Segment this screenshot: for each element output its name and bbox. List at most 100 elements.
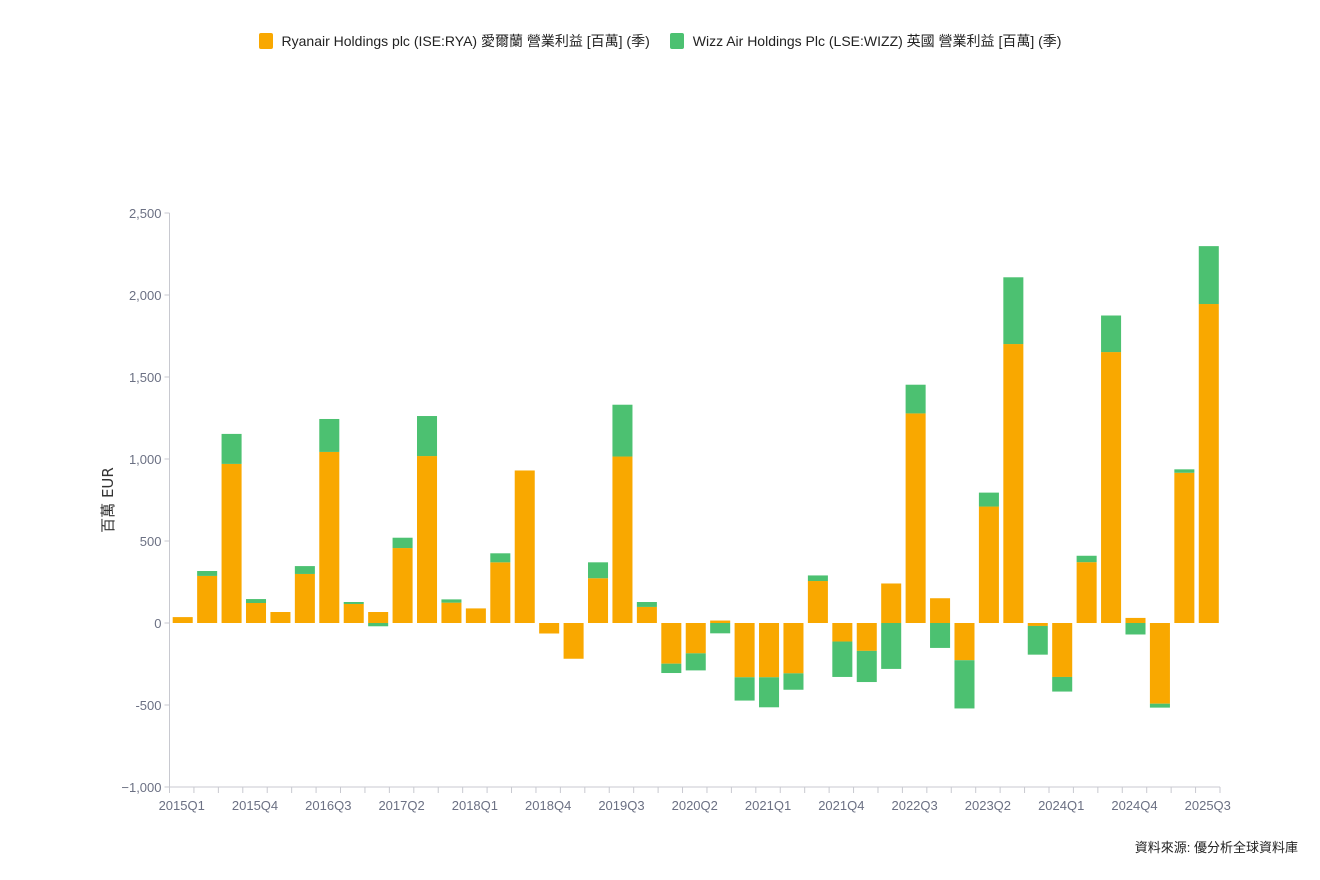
bar-ryanair-2022Q4[interactable] — [930, 598, 951, 623]
bar-wizz-2025Q1[interactable] — [1149, 703, 1170, 708]
bar-wizz-2025Q3[interactable] — [1198, 246, 1219, 305]
bar-ryanair-2017Q4[interactable] — [441, 602, 462, 623]
bar-wizz-2025Q2[interactable] — [1174, 469, 1195, 473]
bar-wizz-2021Q3[interactable] — [807, 575, 828, 582]
bar-ryanair-2018Q4[interactable] — [539, 623, 560, 634]
bars-layer — [172, 246, 1219, 709]
bar-ryanair-2019Q4[interactable] — [636, 606, 657, 623]
x-tick-label: 2019Q3 — [598, 798, 644, 813]
bar-ryanair-2022Q2[interactable] — [881, 583, 902, 623]
bar-ryanair-2023Q3[interactable] — [1003, 344, 1024, 623]
bar-wizz-2015Q2[interactable] — [197, 571, 218, 576]
bar-wizz-2022Q3[interactable] — [905, 384, 926, 414]
bar-ryanair-2024Q4[interactable] — [1125, 617, 1146, 623]
bar-wizz-2024Q2[interactable] — [1076, 555, 1097, 563]
bar-wizz-2016Q2[interactable] — [294, 566, 315, 574]
bar-ryanair-2015Q3[interactable] — [221, 463, 242, 623]
bar-wizz-2017Q3[interactable] — [417, 416, 438, 457]
y-tick-label: 500 — [140, 534, 162, 549]
legend-label-wizz: Wizz Air Holdings Plc (LSE:WIZZ) 英國 營業利益… — [692, 33, 1062, 49]
bar-ryanair-2023Q2[interactable] — [978, 506, 999, 623]
bar-ryanair-2020Q1[interactable] — [661, 623, 682, 664]
bar-wizz-2021Q2[interactable] — [783, 673, 804, 690]
bar-ryanair-2025Q1[interactable] — [1149, 623, 1170, 704]
bar-wizz-2017Q4[interactable] — [441, 599, 462, 603]
bar-wizz-2015Q4[interactable] — [245, 599, 267, 603]
y-tick-label: -500 — [135, 698, 161, 713]
bar-ryanair-2019Q2[interactable] — [588, 578, 609, 623]
bar-wizz-2016Q3[interactable] — [319, 418, 340, 452]
bar-ryanair-2023Q1[interactable] — [954, 623, 975, 661]
bar-ryanair-2019Q3[interactable] — [612, 456, 633, 623]
bar-ryanair-2024Q1[interactable] — [1052, 623, 1073, 677]
bar-wizz-2020Q3[interactable] — [710, 623, 731, 634]
bar-wizz-2020Q2[interactable] — [685, 653, 706, 671]
bar-ryanair-2021Q1[interactable] — [759, 623, 780, 678]
x-tick-label: 2021Q1 — [745, 798, 791, 813]
bar-wizz-2023Q3[interactable] — [1003, 277, 1024, 345]
x-tick-label: 2015Q4 — [232, 798, 278, 813]
bar-ryanair-2015Q4[interactable] — [245, 602, 267, 623]
x-tick-label: 2021Q4 — [818, 798, 864, 813]
bar-wizz-2017Q1[interactable] — [368, 623, 389, 627]
x-tick-label: 2015Q1 — [159, 798, 205, 813]
bar-wizz-2021Q1[interactable] — [759, 677, 780, 708]
bar-ryanair-2025Q2[interactable] — [1174, 472, 1195, 623]
bar-ryanair-2019Q1[interactable] — [563, 623, 584, 659]
x-tick-label: 2022Q3 — [891, 798, 937, 813]
bar-wizz-2023Q4[interactable] — [1027, 625, 1048, 655]
bar-wizz-2018Q2[interactable] — [490, 553, 511, 563]
bar-wizz-2020Q1[interactable] — [661, 663, 682, 674]
legend-item-ryanair[interactable]: Ryanair Holdings plc (ISE:RYA) 愛爾蘭 營業利益 … — [258, 31, 650, 51]
bar-wizz-2021Q4[interactable] — [832, 641, 853, 677]
bar-wizz-2019Q4[interactable] — [636, 602, 657, 607]
bar-wizz-2024Q4[interactable] — [1125, 623, 1146, 635]
bar-ryanair-2021Q4[interactable] — [832, 623, 853, 642]
bar-ryanair-2018Q2[interactable] — [490, 562, 511, 623]
bar-ryanair-2015Q1[interactable] — [172, 617, 193, 623]
bar-ryanair-2017Q3[interactable] — [417, 456, 438, 623]
bar-wizz-2023Q2[interactable] — [978, 492, 999, 507]
bar-wizz-2017Q2[interactable] — [392, 537, 413, 549]
bar-ryanair-2015Q2[interactable] — [197, 575, 218, 623]
bar-ryanair-2018Q1[interactable] — [465, 608, 486, 623]
bar-ryanair-2023Q4[interactable] — [1027, 623, 1048, 626]
bar-wizz-2019Q2[interactable] — [588, 562, 609, 579]
data-source-note: 資料來源: 優分析全球資料庫 — [1134, 840, 1298, 855]
bar-ryanair-2024Q3[interactable] — [1101, 352, 1122, 623]
bar-ryanair-2017Q2[interactable] — [392, 548, 413, 623]
bar-wizz-2023Q1[interactable] — [954, 660, 975, 709]
bar-wizz-2016Q4[interactable] — [343, 602, 364, 604]
bar-ryanair-2016Q2[interactable] — [294, 573, 315, 623]
bar-ryanair-2022Q1[interactable] — [856, 623, 877, 651]
bar-ryanair-2022Q3[interactable] — [905, 413, 926, 623]
bar-ryanair-2016Q4[interactable] — [343, 603, 364, 623]
bar-wizz-2019Q3[interactable] — [612, 404, 633, 457]
x-tick-label: 2020Q2 — [672, 798, 718, 813]
y-tick-label: 1,000 — [129, 452, 162, 467]
bar-wizz-2024Q3[interactable] — [1101, 315, 1122, 353]
bar-wizz-2020Q4[interactable] — [734, 677, 755, 701]
bar-ryanair-2018Q3[interactable] — [514, 470, 535, 623]
bar-ryanair-2020Q3[interactable] — [710, 620, 731, 623]
bar-ryanair-2020Q4[interactable] — [734, 623, 755, 678]
bar-ryanair-2025Q3[interactable] — [1198, 304, 1219, 623]
bar-ryanair-2024Q2[interactable] — [1076, 562, 1097, 623]
bar-ryanair-2016Q3[interactable] — [319, 451, 340, 623]
bar-wizz-2015Q3[interactable] — [221, 433, 242, 464]
bar-ryanair-2020Q2[interactable] — [685, 623, 706, 654]
bar-wizz-2024Q1[interactable] — [1052, 676, 1073, 692]
bar-ryanair-2021Q3[interactable] — [807, 581, 828, 623]
legend-item-wizz[interactable]: Wizz Air Holdings Plc (LSE:WIZZ) 英國 營業利益… — [669, 31, 1062, 51]
legend-label-ryanair: Ryanair Holdings plc (ISE:RYA) 愛爾蘭 營業利益 … — [281, 33, 650, 49]
bar-ryanair-2021Q2[interactable] — [783, 623, 804, 674]
legend-swatch-ryanair — [258, 33, 273, 49]
x-tick-label: 2018Q4 — [525, 798, 571, 813]
bar-ryanair-2016Q1[interactable] — [270, 612, 291, 623]
bar-wizz-2022Q4[interactable] — [930, 623, 951, 648]
bar-wizz-2022Q1[interactable] — [856, 650, 877, 683]
x-tick-label: 2016Q3 — [305, 798, 351, 813]
bar-ryanair-2017Q1[interactable] — [368, 612, 389, 623]
bar-wizz-2022Q2[interactable] — [881, 623, 902, 669]
